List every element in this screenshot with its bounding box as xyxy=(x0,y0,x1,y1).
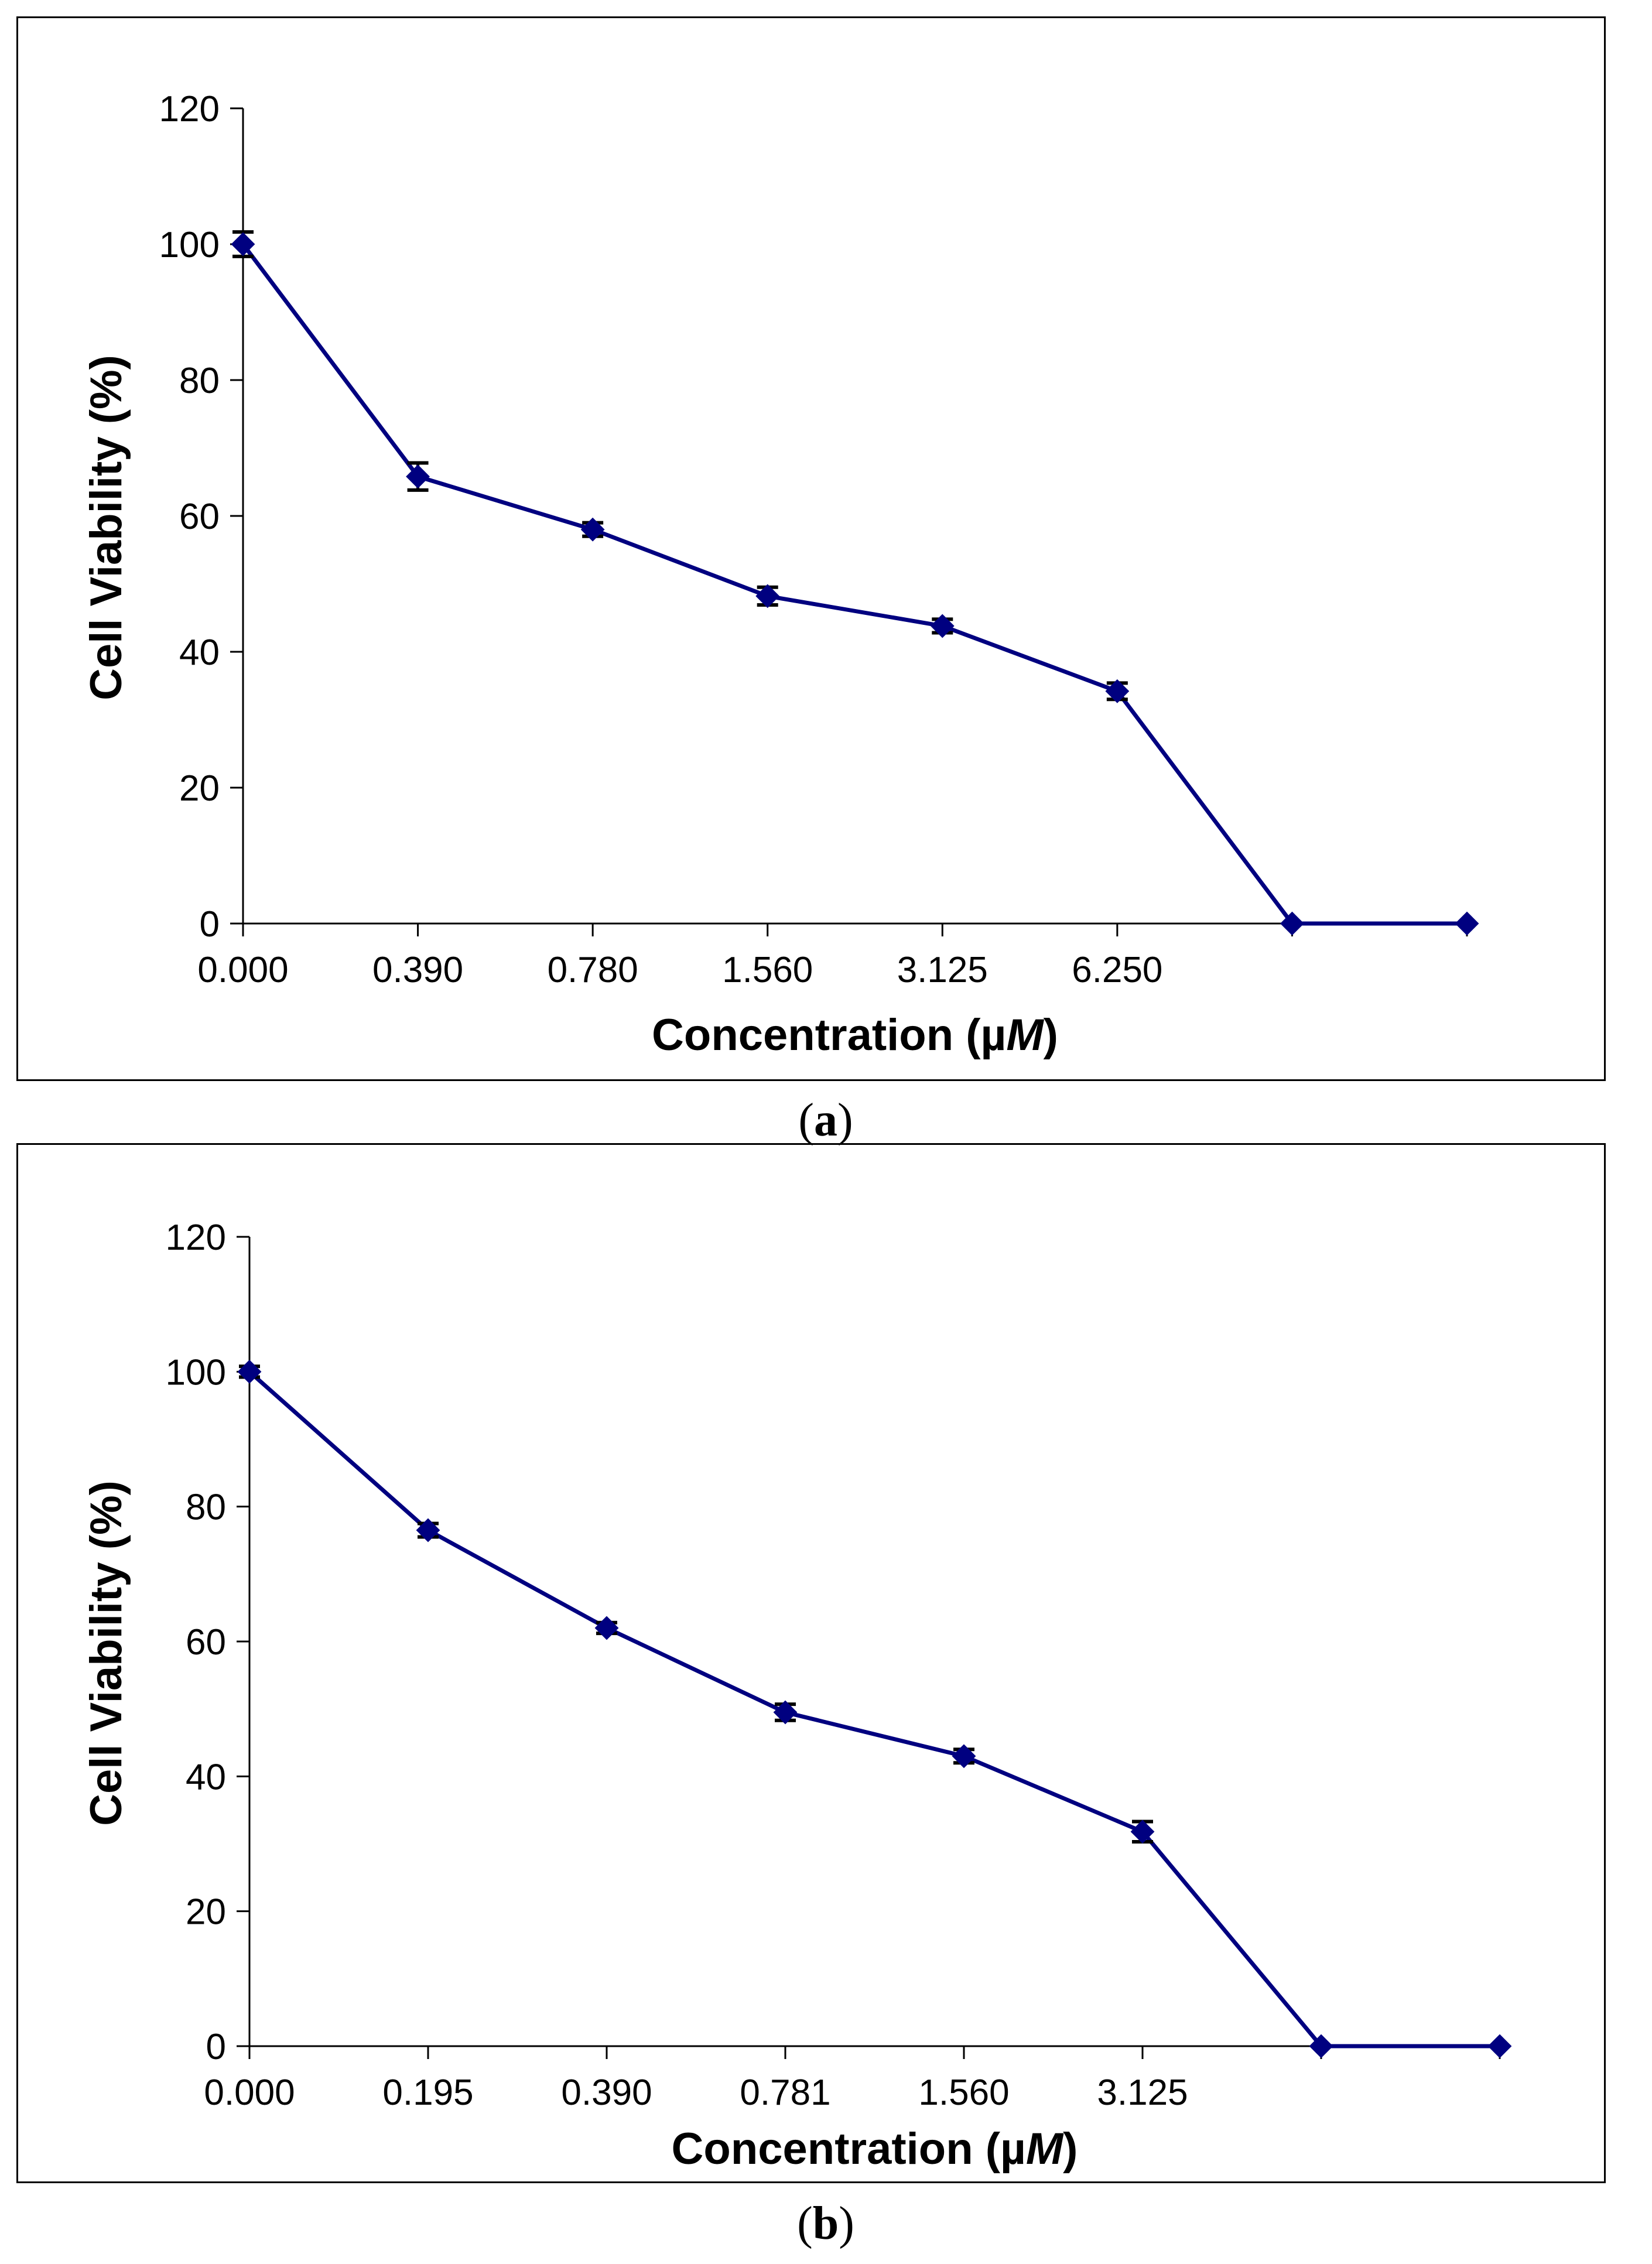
x-tick-label: 1.560 xyxy=(918,2073,1009,2113)
x-tick-label: 0.390 xyxy=(372,950,463,990)
y-tick-label: 60 xyxy=(186,1622,226,1663)
y-tick-label: 20 xyxy=(186,1892,226,1933)
y-tick-label: 0 xyxy=(200,904,220,945)
series-line xyxy=(248,1370,1500,2048)
x-tick-label: 6.250 xyxy=(1072,950,1162,990)
y-tick-label: 40 xyxy=(179,632,220,673)
data-point xyxy=(1309,2034,1333,2058)
data-point xyxy=(773,1700,798,1725)
data-point xyxy=(237,1359,262,1384)
x-tick-label: 1.560 xyxy=(722,950,813,990)
data-point xyxy=(1487,2034,1512,2058)
chart-panel-a xyxy=(16,16,1606,1081)
x-tick-label: 0.000 xyxy=(204,2073,295,2113)
y-tick-label: 100 xyxy=(159,225,220,265)
x-tick-label: 3.125 xyxy=(1097,2073,1188,2113)
x-tick-label: 0.780 xyxy=(548,950,638,990)
data-point xyxy=(406,464,430,489)
data-point xyxy=(930,614,955,638)
series-line xyxy=(241,242,1467,926)
y-axis-title: Cell Viability (%) xyxy=(81,355,131,700)
y-tick-label: 120 xyxy=(159,89,220,129)
chart-a: 0 20 40 60 80 100 120 0.000 0.390 0.780 1.560 3.125… xyxy=(81,89,1479,1060)
y-tick-label: 80 xyxy=(186,1487,226,1528)
y-tick-label: 0 xyxy=(206,2027,226,2067)
y-tick-label: 40 xyxy=(186,1757,226,1797)
caption-b: (b) xyxy=(797,2198,854,2249)
y-tick-label: 20 xyxy=(179,768,220,809)
y-tick-label: 60 xyxy=(179,497,220,537)
data-point xyxy=(416,1518,440,1543)
chart-b: 0 20 40 60 80 100 120 0.000 0.195 0.390 0.781 1.560… xyxy=(81,1218,1512,2174)
data-point xyxy=(1455,911,1479,936)
y-axis-title: Cell Viability (%) xyxy=(81,1480,131,1826)
x-axis-title: Concentration (µM) xyxy=(652,1010,1058,1060)
data-point xyxy=(1130,1820,1155,1844)
data-point xyxy=(594,1616,619,1640)
x-tick-label: 0.000 xyxy=(197,950,288,990)
data-point xyxy=(1280,911,1304,936)
y-tick-label: 80 xyxy=(179,361,220,401)
x-axis-title: Concentration (µM) xyxy=(672,2124,1078,2174)
data-point xyxy=(231,232,255,257)
x-tick-label: 0.781 xyxy=(740,2073,830,2113)
data-point xyxy=(580,517,605,542)
x-tick-label: 0.390 xyxy=(561,2073,652,2113)
data-point xyxy=(1105,679,1130,703)
x-tick-label: 3.125 xyxy=(897,950,988,990)
caption-a: (a) xyxy=(798,1095,853,1146)
y-tick-label: 120 xyxy=(166,1218,226,1258)
data-point xyxy=(755,584,780,608)
data-point xyxy=(952,1744,976,1769)
chart-panel-b xyxy=(16,1143,1606,2183)
y-tick-label: 100 xyxy=(166,1352,226,1393)
x-tick-label: 0.195 xyxy=(382,2073,473,2113)
